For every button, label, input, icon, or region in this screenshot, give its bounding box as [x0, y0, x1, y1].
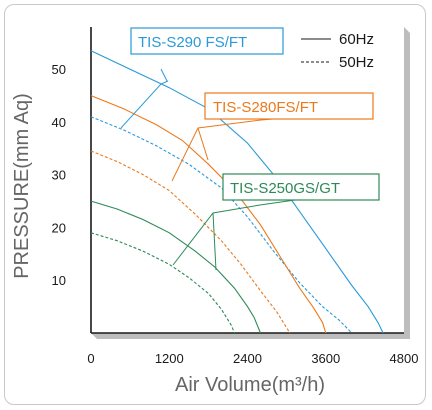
y-axis-title: PRESSURE(mm Aq)	[11, 93, 33, 279]
callout-s280-label: TIS-S280FS/FT	[213, 99, 318, 116]
curve-tis-s280fs-ft-60hz	[90, 95, 327, 334]
x-tick-label: 3600	[311, 351, 340, 366]
x-tick-label: 4800	[390, 351, 419, 366]
x-tick-label: 0	[87, 351, 94, 366]
x-tick-labels: 0 1200 2400 3600 4800	[87, 351, 418, 366]
x-axis-title: Air Volume(m³/h)	[175, 374, 325, 396]
curve-tis-s250gs-gt-50hz	[90, 232, 236, 334]
callout-s250-leader-2	[212, 212, 217, 271]
callout-s290-box	[130, 27, 284, 55]
y-tick-labels: 10 20 30 40 50	[52, 62, 66, 288]
callout-s250: TIS-S250GS/GT	[172, 173, 380, 271]
callout-s250-leader	[172, 198, 303, 266]
callout-s280-leader-2	[197, 127, 209, 161]
callout-s280: TIS-S280FS/FT	[171, 92, 374, 182]
curve-tis-s280fs-ft-50hz	[90, 150, 291, 334]
legend: 60Hz 50Hz	[301, 31, 374, 71]
plot-shadow-bottom	[91, 333, 410, 339]
callout-s280-box	[204, 92, 374, 120]
legend-50hz-label: 50Hz	[339, 54, 374, 71]
y-tick-label: 50	[52, 62, 66, 77]
callout-s250-box	[222, 173, 380, 201]
callout-s290-leader-2	[160, 68, 168, 82]
y-tick-label: 20	[52, 221, 66, 236]
callout-s290-label: TIS-S290 FS/FT	[138, 34, 247, 51]
x-tick-label: 1200	[155, 351, 184, 366]
legend-60hz-label: 60Hz	[339, 31, 374, 48]
curve-tis-s250gs-gt-60hz	[90, 200, 262, 334]
plot-shadow-right	[404, 27, 410, 339]
y-tick-label: 30	[52, 168, 66, 183]
y-tick-label: 10	[52, 273, 66, 288]
callout-s290: TIS-S290 FS/FT	[120, 27, 284, 129]
y-tick-label: 40	[52, 115, 66, 130]
curve-tis-s290-fs-ft-50hz	[90, 116, 353, 334]
x-tick-label: 2400	[233, 351, 262, 366]
callout-s250-label: TIS-S250GS/GT	[230, 180, 340, 197]
callout-s290-leader	[120, 80, 169, 129]
